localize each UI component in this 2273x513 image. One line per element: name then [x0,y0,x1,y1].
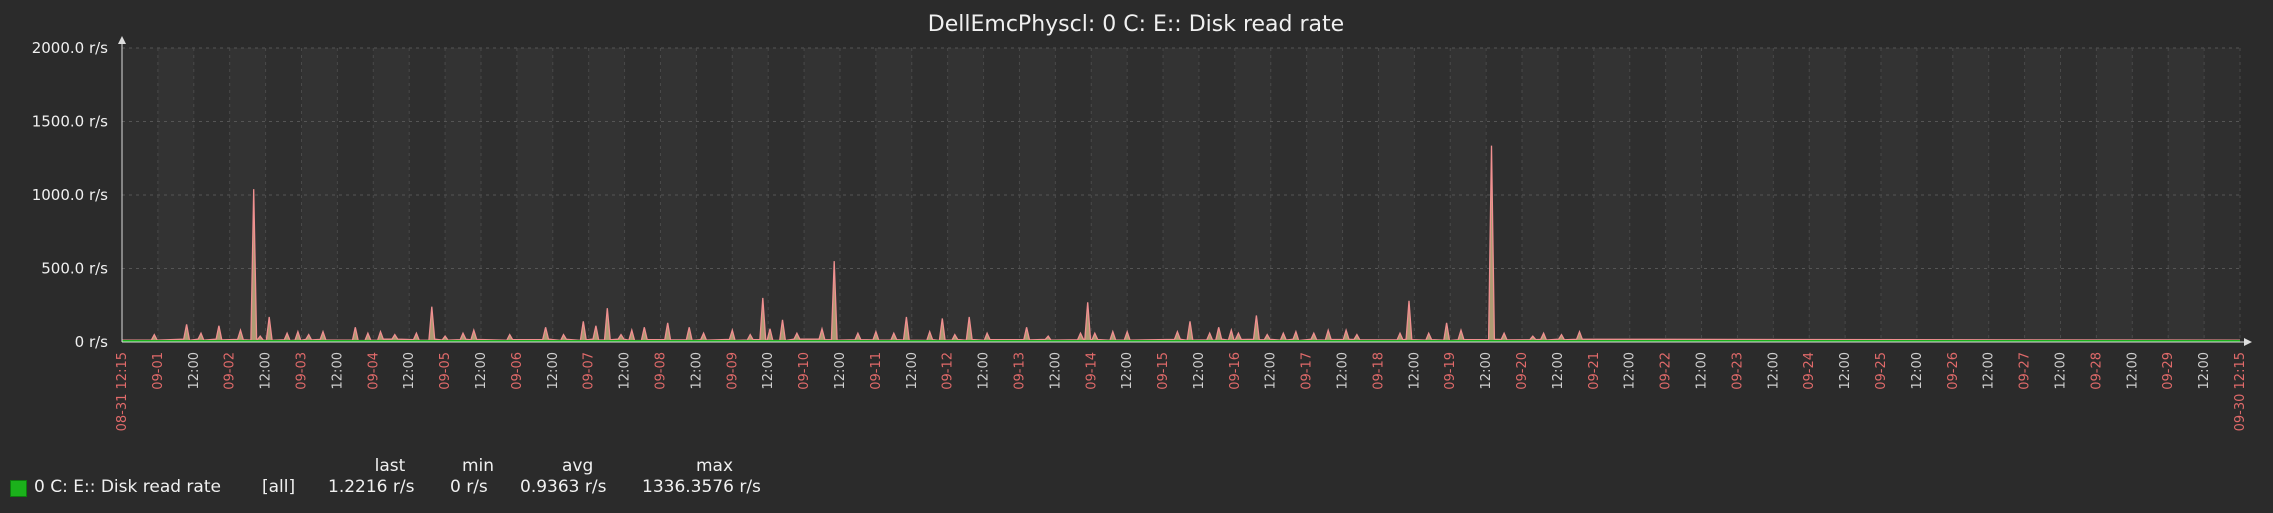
x-tick-label: 09-16 [1228,352,1243,390]
legend-swatch [10,480,27,497]
legend-header-avg-text: avg [562,456,593,476]
y-ticks: 2000.0 r/s 1500.0 r/s 1000.0 r/s 500.0 r/s 0… [32,39,108,351]
y-tick-label: 1500.0 r/s [32,113,108,131]
x-tick-label: 12:00 [1192,352,1207,389]
legend-header-max: max [696,456,733,476]
legend-header-last-text: last [360,456,420,476]
x-tick-label: 09-15 [1156,352,1171,390]
legend-max-value: 1336.3576 r/s [642,477,761,497]
x-tick-label: 09-22 [1659,352,1674,390]
x-tick-label: 12:00 [2054,352,2069,389]
x-tick-label: 09-28 [2089,352,2104,390]
night-band [1271,48,1307,342]
x-tick-label: 12:00 [402,352,417,389]
x-tick-label: 12:00 [1910,352,1925,389]
x-tick-label: 12:00 [546,352,561,389]
x-tick-label: 12:00 [1048,352,1063,389]
x-tick-label: 12:00 [905,352,920,389]
x-tick-label: 12:00 [1336,352,1351,389]
night-band [984,48,1020,342]
x-tick-label: 12:00 [187,352,202,389]
x-tick-label: 09-19 [1443,352,1458,390]
x-tick-label: 09-20 [1515,352,1530,390]
x-tick-label: 12:00 [689,352,704,389]
legend-header-avg: avg [562,456,593,476]
x-tick-label: 09-24 [1802,352,1817,390]
x-tick-label: 09-14 [1084,352,1099,390]
legend-series-label: 0 C: E:: Disk read rate [34,477,221,497]
x-tick-label: 12:00 [1407,352,1422,389]
legend-series-scope: [all] [262,477,295,497]
legend-header-min: min [462,456,494,476]
x-tick-label: 12:00 [259,352,274,389]
x-tick-label: 09-03 [294,352,309,390]
legend-min-value: 0 r/s [450,477,488,497]
x-tick-label: 09-27 [2018,352,2033,390]
x-tick-label: 12:00 [2197,352,2212,389]
x-ticks: 08-31 12:15 09-01 12:00 09-02 12:00 09-03 12:0… [115,352,2248,431]
x-tick-label: 09-12 [941,352,956,390]
night-band [1558,48,1594,342]
legend-last-value: 1.2216 r/s [328,477,414,497]
y-tick-label: 0 r/s [75,333,109,351]
x-tick-label: 12:00 [1838,352,1853,389]
x-tick-label: 12:00 [833,352,848,389]
x-tick-label: 08-31 12:15 [115,352,130,431]
x-tick-label: 12:00 [1120,352,1135,389]
x-tick-label: 09-02 [223,352,238,390]
x-tick-label: 12:00 [1479,352,1494,389]
x-axis-arrow [2244,338,2252,346]
x-tick-label: 09-26 [1946,352,1961,390]
x-tick-label: 09-05 [438,352,453,390]
x-tick-label: 09-29 [2161,352,2176,390]
x-tick-label: 12:00 [1766,352,1781,389]
y-tick-label: 500.0 r/s [41,260,108,278]
legend-avg-value: 0.9363 r/s [520,477,606,497]
x-tick-label: 09-13 [1012,352,1027,390]
x-tick-label: 09-06 [510,352,525,390]
x-tick-label: 12:00 [1551,352,1566,389]
x-tick-label: 12:00 [761,352,776,389]
chart-title: DellEmcPhyscl: 0 C: E:: Disk read rate [928,12,1344,37]
night-band [1845,48,1881,342]
x-tick-label: 09-01 [151,352,166,390]
x-tick-label: 12:00 [330,352,345,389]
x-tick-label: 09-21 [1587,352,1602,390]
x-tick-label: 12:00 [2125,352,2140,389]
x-tick-label: 12:00 [1695,352,1710,389]
legend-header-min-text: min [462,456,494,476]
legend-header-max-text: max [696,456,733,476]
x-tick-label: 09-04 [366,352,381,390]
x-tick-label: 12:00 [977,352,992,389]
x-tick-label: 12:00 [1982,352,1997,389]
x-tick-label: 09-30 12:15 [2233,352,2248,431]
x-tick-label: 12:00 [618,352,633,389]
night-band [2132,48,2168,342]
x-tick-label: 09-09 [725,352,740,390]
x-tick-label: 09-10 [797,352,812,390]
x-tick-label: 09-07 [582,352,597,390]
y-tick-label: 1000.0 r/s [32,186,108,204]
y-tick-label: 2000.0 r/s [32,39,108,57]
x-tick-label: 12:00 [1264,352,1279,389]
x-tick-label: 09-18 [1371,352,1386,390]
x-tick-label: 09-17 [1300,352,1315,390]
x-tick-label: 09-08 [653,352,668,390]
y-axis-arrow [118,36,126,44]
x-tick-label: 09-25 [1874,352,1889,390]
x-tick-label: 12:00 [474,352,489,389]
x-tick-label: 12:00 [1623,352,1638,389]
x-tick-label: 09-23 [1730,352,1745,390]
x-tick-label: 09-11 [869,352,884,390]
